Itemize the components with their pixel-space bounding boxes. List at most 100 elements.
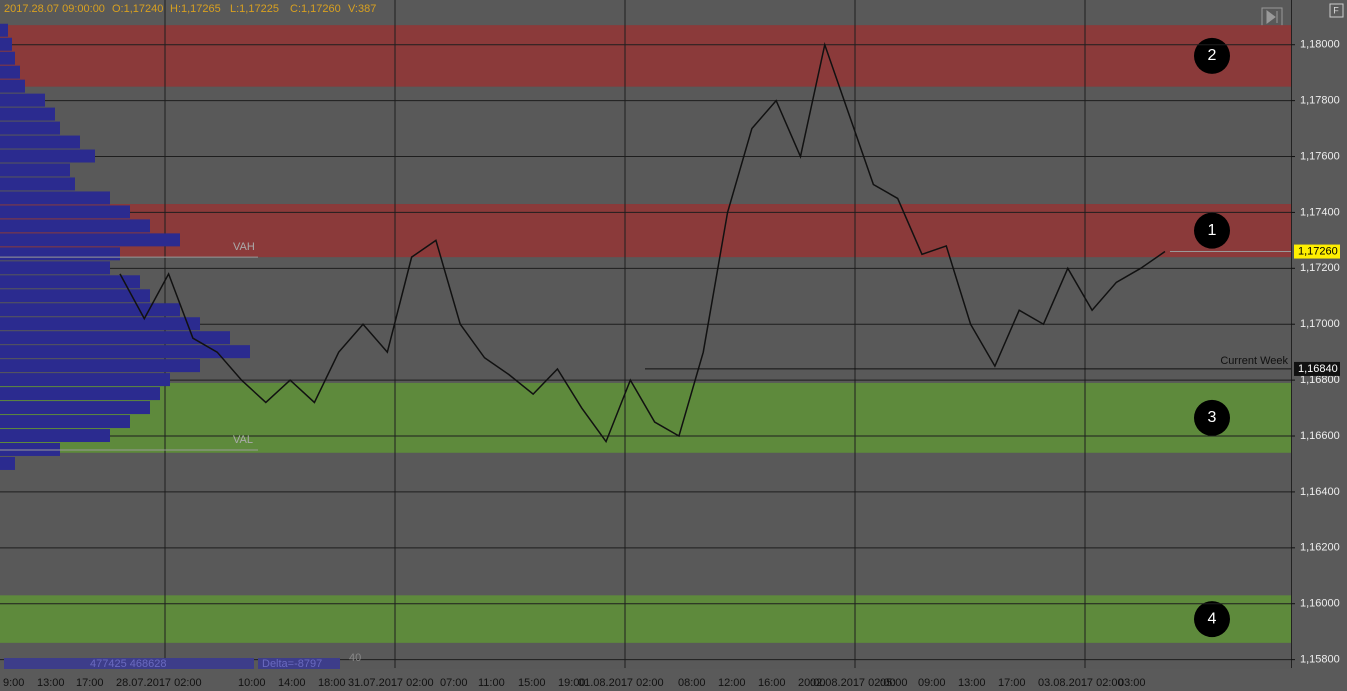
profile-bar xyxy=(0,275,140,289)
zone-badge xyxy=(1194,37,1230,74)
time-label: 17:00 xyxy=(998,677,1026,689)
time-label: 03:00 xyxy=(1118,677,1146,689)
time-label: 01.08.2017 02:00 xyxy=(578,677,664,689)
time-label: 12:00 xyxy=(718,677,746,689)
profile-bar xyxy=(0,23,8,37)
profile-bar xyxy=(0,121,60,135)
price-tick-label: 1,16000 xyxy=(1300,598,1340,610)
profile-bar xyxy=(0,289,150,303)
footer-delta: Delta=-8797 xyxy=(262,658,322,670)
zone-badge xyxy=(1194,212,1230,249)
header-open: O:1,17240 xyxy=(112,3,163,15)
profile-bar xyxy=(0,37,12,51)
time-label: 03.08.2017 02:00 xyxy=(1038,677,1124,689)
time-label: 07:00 xyxy=(440,677,468,689)
profile-bar xyxy=(0,247,120,261)
price-tick-label: 1,17200 xyxy=(1300,262,1340,274)
price-tick-label: 1,15800 xyxy=(1300,654,1340,666)
profile-bar xyxy=(0,205,130,219)
time-label: 05:00 xyxy=(880,677,908,689)
profile-bar xyxy=(0,79,25,93)
time-label: 20:00 xyxy=(798,677,826,689)
profile-bar xyxy=(0,429,110,443)
profile-bar xyxy=(0,233,180,247)
last-price-tag xyxy=(1294,244,1340,259)
profile-bar xyxy=(0,345,250,359)
profile-bar xyxy=(0,93,45,107)
price-tick-label: 1,16400 xyxy=(1300,486,1340,498)
price-tick-label: 1,18000 xyxy=(1300,39,1340,51)
f-button[interactable] xyxy=(1329,3,1344,18)
last-price-label: 1,17260 xyxy=(1298,245,1338,257)
zone-label: 1 xyxy=(1208,222,1217,239)
price-tick-label: 1,17800 xyxy=(1300,95,1340,107)
profile-bar xyxy=(0,373,170,387)
time-label: 09:00 xyxy=(918,677,946,689)
profile-bar xyxy=(0,401,150,415)
price-tick-label: 1,16800 xyxy=(1300,374,1340,386)
price-tick-label: 1,16200 xyxy=(1300,542,1340,554)
time-label: 02.08.2017 02:00 xyxy=(810,677,896,689)
time-label: 19:00 xyxy=(558,677,586,689)
scroll-icon xyxy=(1266,10,1278,24)
price-tick-label: 1,17600 xyxy=(1300,150,1340,162)
price-tick-label: 1,16600 xyxy=(1300,430,1340,442)
zone-badge xyxy=(1194,399,1230,436)
time-label: 28.07.2017 02:00 xyxy=(116,677,202,689)
price-line xyxy=(119,41,1166,444)
profile-bar xyxy=(0,331,230,345)
profile-bar xyxy=(0,149,95,163)
time-label: 17:00 xyxy=(76,677,104,689)
profile-bar xyxy=(0,303,180,317)
zone xyxy=(0,382,1291,453)
footer-count: 40 xyxy=(349,652,361,664)
profile-bar xyxy=(0,107,55,121)
footer-bar xyxy=(4,658,254,669)
vah-label: VAH xyxy=(233,241,255,253)
profile-bar xyxy=(0,359,200,373)
time-label: 13:00 xyxy=(958,677,986,689)
time-label: 13:00 xyxy=(37,677,65,689)
time-axis-panel xyxy=(0,669,1347,691)
time-label: 15:00 xyxy=(518,677,546,689)
profile-bar xyxy=(0,317,200,331)
profile-bar xyxy=(0,191,110,205)
zone-label: 4 xyxy=(1208,610,1217,627)
price-axis-panel xyxy=(1292,0,1347,691)
delta-bar xyxy=(258,658,340,669)
zone-label: 2 xyxy=(1208,47,1217,64)
week-tag-label: 1,16840 xyxy=(1298,363,1338,375)
profile-bar xyxy=(0,387,160,401)
profile-bar xyxy=(0,219,150,233)
zone xyxy=(0,595,1291,643)
header-low: L:1,17225 xyxy=(230,3,279,15)
profile-bar xyxy=(0,177,75,191)
profile-bar xyxy=(0,415,130,429)
price-tick-label: 1,17000 xyxy=(1300,318,1340,330)
header-close: C:1,17260 xyxy=(290,3,341,15)
zone xyxy=(0,25,1291,87)
footer-volumes: 477425 468628 xyxy=(90,658,166,670)
time-label: 14:00 xyxy=(278,677,306,689)
header-volume: V:387 xyxy=(348,3,376,15)
time-label: 31.07.2017 02:00 xyxy=(348,677,434,689)
time-label: 9:00 xyxy=(3,677,24,689)
time-label: 11:00 xyxy=(478,677,505,689)
profile-bar xyxy=(0,65,20,79)
profile-bar xyxy=(0,135,80,149)
profile-bar xyxy=(0,261,110,275)
profile-bar xyxy=(0,51,15,65)
zone-badge xyxy=(1194,601,1230,638)
week-name: Current Week xyxy=(1220,355,1288,367)
week-tag xyxy=(1294,361,1340,376)
val-label: VAL xyxy=(233,434,253,446)
time-label: 10:00 xyxy=(238,677,266,689)
zone-label: 3 xyxy=(1208,409,1217,426)
time-label: 16:00 xyxy=(758,677,786,689)
time-label: 08:00 xyxy=(678,677,706,689)
header-datetime: 2017.28.07 09:00:00 xyxy=(4,3,105,15)
f-label: F xyxy=(1333,5,1339,15)
profile-bar xyxy=(0,456,15,470)
